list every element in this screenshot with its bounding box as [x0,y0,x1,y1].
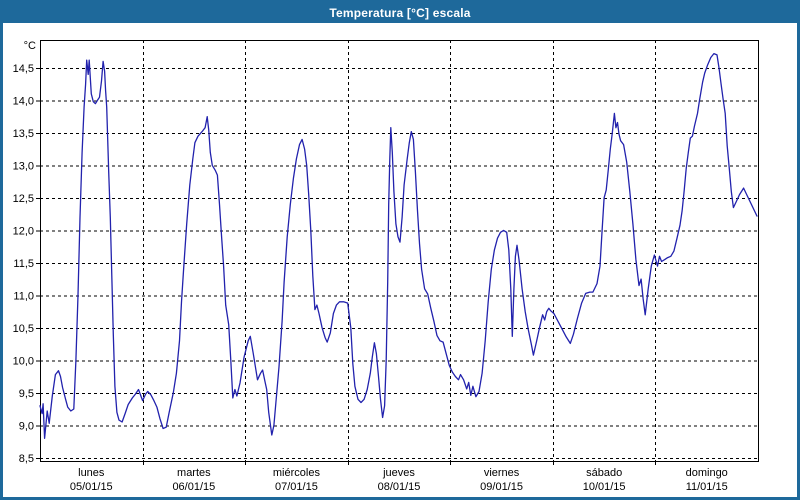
temperature-line-chart: 14,5 14,0 13,5 13,0 12,5 12,0 11,5 11,0 10,5 10,0… [13,40,759,493]
x-day-label: viernes [484,467,520,479]
y-tick-label: 10,5 [13,323,34,335]
y-tick-label: 11,5 [13,258,34,270]
y-tick-label: 9,0 [19,420,34,432]
y-tick-label: 14,0 [13,95,34,107]
x-day-label: sábado [586,467,622,479]
y-tick-label: 10,0 [13,355,34,367]
gridlines [40,40,758,461]
tick-marks [36,67,656,465]
x-date-label: 08/01/15 [378,481,421,493]
y-tick-label: 8,5 [19,453,34,465]
x-date-label: 09/01/15 [480,481,523,493]
y-tick-label: 11,0 [13,290,34,302]
x-day-label: lunes [78,467,105,479]
plot-frame [40,40,759,462]
x-axis-labels: lunes 05/01/15 martes 06/01/15 miércoles 07/0… [70,467,728,493]
y-tick-label: 13,0 [13,160,34,172]
x-day-label: domingo [686,467,728,479]
x-day-label: martes [177,467,211,479]
temperature-series-line [39,52,758,439]
x-date-label: 07/01/15 [275,481,318,493]
x-date-label: 10/01/15 [583,481,626,493]
x-day-label: miércoles [273,467,321,479]
y-axis-unit-label: °C [24,40,36,52]
x-day-label: jueves [382,467,415,479]
x-date-label: 06/01/15 [172,481,215,493]
window-title: Temperatura [°C] escala [329,6,471,20]
y-axis-labels: 14,5 14,0 13,5 13,0 12,5 12,0 11,5 11,0 10,5 10,0… [13,63,34,465]
y-tick-label: 9,5 [19,388,34,400]
chart-area: 14,5 14,0 13,5 13,0 12,5 12,0 11,5 11,0 10,5 10,0… [3,23,797,497]
y-tick-label: 12,0 [13,225,34,237]
y-tick-label: 12,5 [13,193,34,205]
x-date-label: 05/01/15 [70,481,113,493]
y-tick-label: 13,5 [13,128,34,140]
y-tick-label: 14,5 [13,63,34,75]
x-date-label: 11/01/15 [686,481,728,493]
window-titlebar[interactable]: Temperatura [°C] escala [3,3,797,23]
